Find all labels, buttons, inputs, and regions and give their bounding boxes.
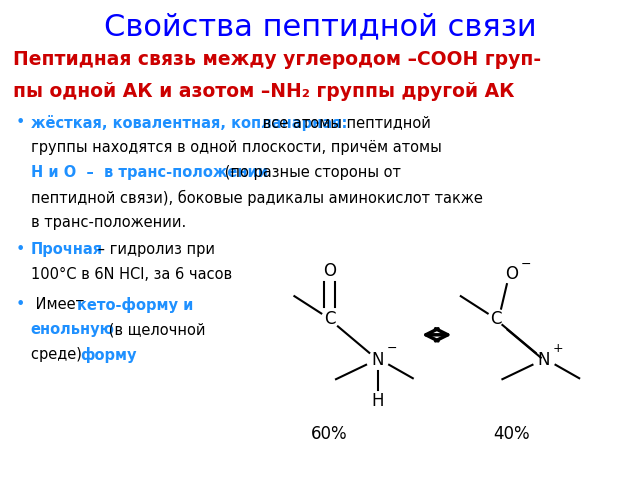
Text: среде): среде) [31,347,86,362]
Text: −: − [387,341,397,355]
Text: N: N [538,351,550,369]
Text: O: O [323,262,336,280]
Text: 40%: 40% [493,425,531,443]
Text: N: N [371,351,384,369]
Text: Имеет: Имеет [31,297,88,312]
Text: 60%: 60% [311,425,348,443]
Text: (по разные стороны от: (по разные стороны от [220,165,401,180]
Text: C: C [324,310,335,328]
Text: •: • [16,115,26,130]
Text: 100°C в 6N HCl, за 6 часов: 100°C в 6N HCl, за 6 часов [31,267,232,282]
Text: •: • [16,242,26,257]
Text: Н и О  –  в транс-положении: Н и О – в транс-положении [31,165,268,180]
Text: пептидной связи), боковые радикалы аминокислот также: пептидной связи), боковые радикалы амино… [31,190,483,206]
Text: все атомы пептидной: все атомы пептидной [258,115,431,130]
Text: Прочная: Прочная [31,242,103,257]
Text: енольную: енольную [31,322,115,337]
Text: C: C [490,310,502,328]
Text: Свойства пептидной связи: Свойства пептидной связи [104,12,536,41]
Text: кето-форму и: кето-форму и [77,297,193,313]
Text: в транс-положении.: в транс-положении. [31,215,186,230]
Text: Пептидная связь между углеродом –СООН груп-: Пептидная связь между углеродом –СООН гр… [13,50,541,70]
Text: жёсткая, ковалентная, копланарная:: жёсткая, ковалентная, копланарная: [31,115,347,131]
Text: пы одной АК и азотом –NH₂ группы другой АК: пы одной АК и азотом –NH₂ группы другой … [13,82,515,101]
Text: форму: форму [81,347,137,363]
Text: •: • [16,297,26,312]
Text: +: + [553,341,563,355]
Text: – гидролиз при: – гидролиз при [93,242,216,257]
Text: H: H [371,392,384,410]
Text: −: − [521,257,531,271]
Text: (в щелочной: (в щелочной [104,322,206,337]
Text: O: O [506,264,518,283]
Text: группы находятся в одной плоскости, причём атомы: группы находятся в одной плоскости, прич… [31,140,442,155]
